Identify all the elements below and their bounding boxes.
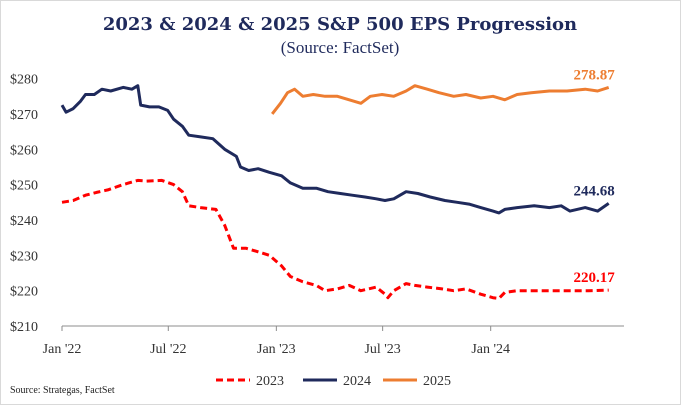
end-label-2024: 244.68 [573,183,614,199]
y-tick-label: $220 [10,285,38,300]
series-lines [60,84,610,300]
series-line-2025 [271,84,610,115]
chart-title: 2023 & 2024 & 2025 S&P 500 EPS Progressi… [103,14,577,35]
series-line-2023 [61,178,609,300]
x-tick-label: Jul '22 [150,342,186,357]
y-tick-label: $250 [10,179,38,194]
y-tick-label: $270 [10,108,38,123]
legend-label-2023: 2023 [256,374,284,389]
x-axis: Jan '22 Jul '22 Jan '23 Jul '23 Jan '24 [43,325,624,357]
legend-label-2024: 2024 [343,374,371,389]
y-tick-label: $240 [10,214,38,229]
end-labels: 220.17 244.68 278.87 [573,67,615,286]
x-tick-label: Jan '23 [257,342,296,357]
source-note: Source: Strategas, FactSet [10,385,115,396]
legend: 2023 2024 2025 [216,374,451,389]
y-tick-label: $260 [10,143,38,158]
y-axis-ticks: $210 $220 $230 $240 $250 $260 $270 $280 [10,73,38,335]
x-tick-label: Jan '22 [43,342,82,357]
legend-label-2025: 2025 [423,374,451,389]
end-label-2025: 278.87 [573,67,615,83]
chart-subtitle: (Source: FactSet) [281,38,400,57]
x-tick-label: Jan '24 [471,342,510,357]
end-label-2023: 220.17 [573,270,615,286]
x-tick-label: Jul '23 [364,342,400,357]
y-tick-label: $280 [10,73,38,88]
y-tick-label: $210 [10,320,38,335]
y-tick-label: $230 [10,249,38,264]
series-line-2024 [60,84,610,215]
